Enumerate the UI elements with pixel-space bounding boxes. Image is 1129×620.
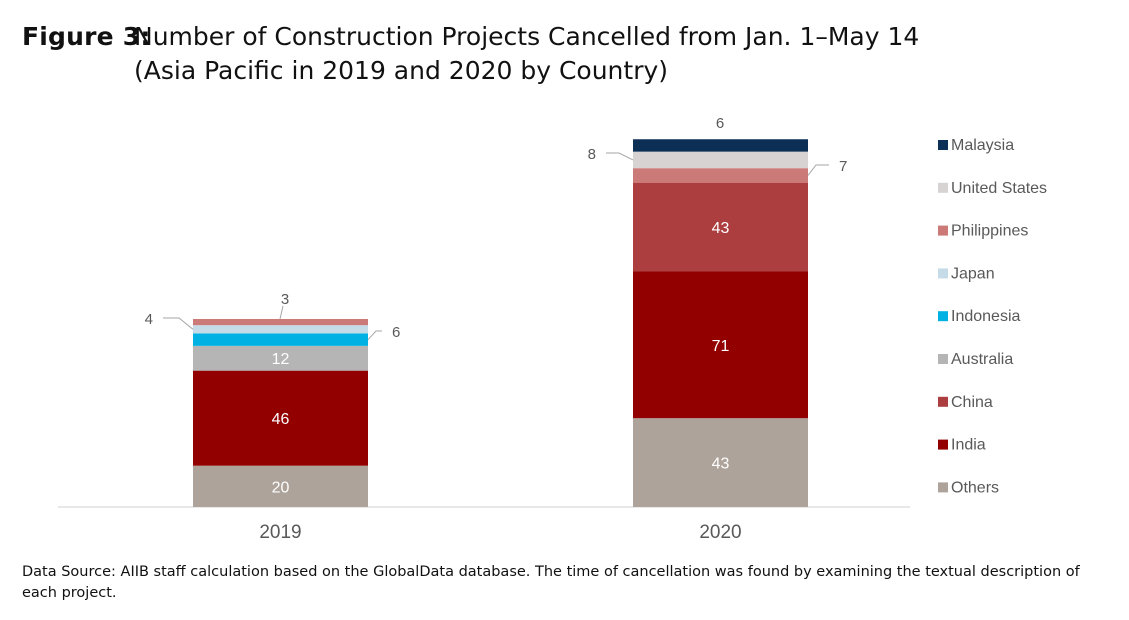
x-tick-label-2019: 2019: [259, 522, 301, 543]
data-label-2020-china: 43: [712, 220, 730, 237]
legend-swatch-philippines: [938, 225, 948, 236]
leader-line-2020-united-states: [606, 152, 634, 161]
source-note: Data Source: AIIB staff calculation base…: [22, 564, 1080, 601]
bar-segment-2020-others: [633, 418, 808, 507]
legend-swatch-united-states: [938, 182, 948, 193]
leader-line-2019-japan: [163, 317, 194, 330]
data-label-2019-australia: 12: [272, 351, 290, 368]
data-label-2020-philippines: 7: [839, 158, 847, 175]
legend-label-australia: Australia: [951, 351, 1013, 368]
data-label-2020-india: 71: [712, 338, 730, 355]
data-label-2019-indonesia: 6: [392, 324, 400, 341]
bar-segment-2020-united-states: [633, 151, 808, 169]
leader-line-2020-philippines: [807, 164, 829, 176]
legend-label-philippines: Philippines: [951, 223, 1028, 240]
legend-label-malaysia: Malaysia: [951, 137, 1014, 154]
legend-label-others: Others: [951, 479, 999, 496]
bar-segment-2019-japan: [193, 325, 368, 334]
x-tick-label-2020: 2020: [699, 522, 741, 543]
figure-title-line2: (Asia Pacific in 2019 and 2020 by Countr…: [134, 56, 669, 85]
leader-line-2019-philippines: [279, 305, 284, 320]
data-label-2019-others: 20: [272, 479, 290, 496]
legend-label-japan: Japan: [951, 265, 995, 282]
legend-label-india: India: [951, 437, 986, 454]
figure-label: Figure 3:: [22, 22, 151, 51]
data-label-2020-united-states: 8: [588, 146, 596, 163]
legend-swatch-china: [938, 396, 948, 407]
bar-segment-2019-india: [193, 370, 368, 466]
bar-segment-2020-china: [633, 182, 808, 272]
bar-segment-2019-indonesia: [193, 333, 368, 346]
data-label-2020-malaysia: 6: [716, 115, 724, 132]
legend-swatch-india: [938, 439, 948, 450]
leader-line-2019-indonesia: [367, 330, 382, 341]
legend-swatch-others: [938, 482, 948, 493]
data-label-2020-others: 43: [712, 456, 730, 473]
legend-swatch-malaysia: [938, 140, 948, 150]
legend-swatch-japan: [938, 268, 948, 279]
figure-title-line1: Number of Construction Projects Cancelle…: [134, 22, 920, 51]
bar-segment-2020-malaysia: [633, 139, 808, 152]
legend-swatch-australia: [938, 354, 948, 364]
legend-label-united-states: United States: [951, 180, 1047, 197]
data-label-2019-philippines: 3: [281, 291, 289, 308]
bar-segment-2020-philippines: [633, 168, 808, 183]
data-label-2019-japan: 4: [145, 311, 153, 328]
data-label-2019-india: 46: [272, 411, 290, 428]
bar-segment-2019-australia: [193, 345, 368, 371]
legend-label-china: China: [951, 394, 993, 411]
bar-segment-2019-philippines: [193, 318, 368, 326]
bar-segment-2020-india: [633, 271, 808, 419]
bar-segment-2019-others: [193, 465, 368, 507]
legend-swatch-indonesia: [938, 311, 948, 322]
legend-label-indonesia: Indonesia: [951, 308, 1020, 325]
